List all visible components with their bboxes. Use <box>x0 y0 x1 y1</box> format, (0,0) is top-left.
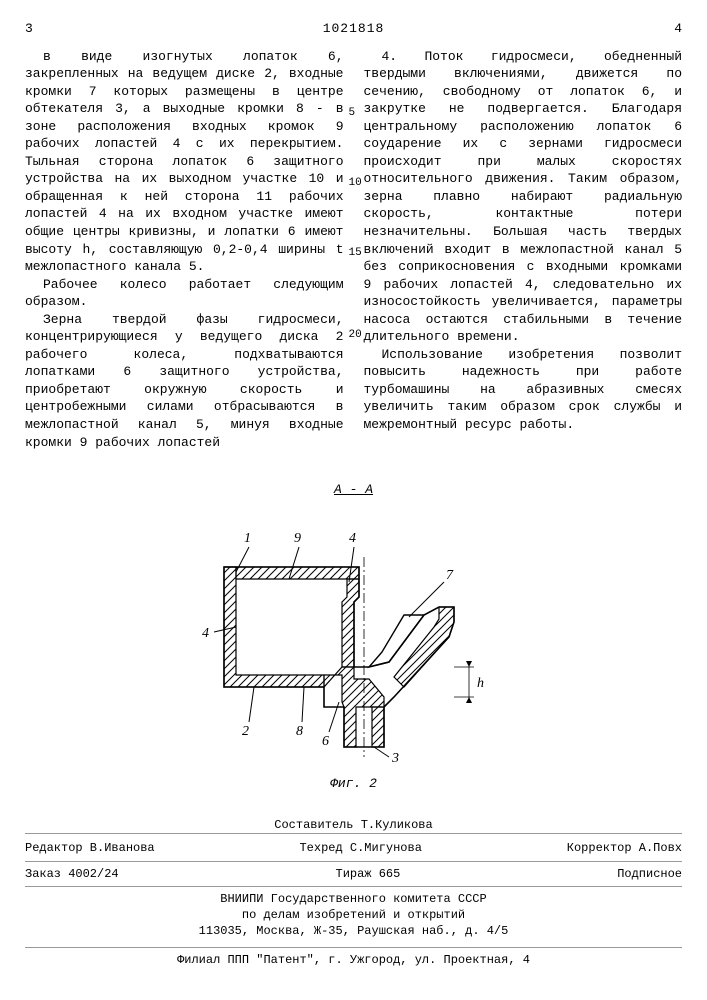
label-4b: 4 <box>202 626 209 641</box>
col1-para3: Зерна твердой фазы гидросмеси, концентри… <box>25 311 344 451</box>
column-left: в виде изогнутых лопаток 6, закрепленных… <box>25 48 344 452</box>
page-left: 3 <box>25 20 33 38</box>
dim-h: h <box>477 676 484 691</box>
label-9: 9 <box>294 531 301 546</box>
compiler: Составитель Т.Куликова <box>25 817 682 833</box>
tirazh: Тираж 665 <box>336 866 401 882</box>
label-8: 8 <box>296 724 303 739</box>
subscription: Подписное <box>617 866 682 882</box>
column-right: 5 10 15 20 4. Поток гидросмеси, обедненн… <box>364 48 683 452</box>
label-2: 2 <box>242 724 249 739</box>
page-right: 4 <box>674 20 682 38</box>
footer: Составитель Т.Куликова Редактор В.Иванов… <box>25 817 682 968</box>
techred: Техред С.Мигунова <box>299 840 421 856</box>
col2-para2: Использование изобретения позволит повыс… <box>364 346 683 434</box>
order: Заказ 4002/24 <box>25 866 119 882</box>
line-number-10: 10 <box>349 176 362 191</box>
section-label: А - А <box>334 481 373 499</box>
org-line2: по делам изобретений и открытий <box>25 907 682 923</box>
editor: Редактор В.Иванова <box>25 840 155 856</box>
label-4a: 4 <box>349 531 356 546</box>
org-line1: ВНИИПИ Государственного комитета СССР <box>25 891 682 907</box>
label-1: 1 <box>244 531 251 546</box>
figure-svg: 1 9 4 7 4 2 8 6 3 h <box>194 507 514 767</box>
label-6: 6 <box>322 734 329 749</box>
col2-para1: 4. Поток гидросмеси, обедненный твердыми… <box>364 48 683 346</box>
label-7: 7 <box>446 568 454 583</box>
document-number: 1021818 <box>33 20 674 38</box>
figure-2: А - А 1 9 4 7 4 2 8 6 3 <box>25 481 682 792</box>
line-number-20: 20 <box>349 328 362 343</box>
org-address: 113035, Москва, Ж-35, Раушская наб., д. … <box>25 923 682 939</box>
col1-para2: Рабочее колесо работает следующим образо… <box>25 276 344 311</box>
col1-para1: в виде изогнутых лопаток 6, закрепленных… <box>25 48 344 276</box>
text-columns: в виде изогнутых лопаток 6, закрепленных… <box>25 48 682 452</box>
branch: Филиал ППП "Патент", г. Ужгород, ул. Про… <box>25 947 682 968</box>
line-number-5: 5 <box>349 106 356 121</box>
corrector: Корректор А.Повх <box>567 840 682 856</box>
line-number-15: 15 <box>349 246 362 261</box>
label-3: 3 <box>391 751 399 766</box>
figure-caption: Фиг. 2 <box>25 775 682 793</box>
